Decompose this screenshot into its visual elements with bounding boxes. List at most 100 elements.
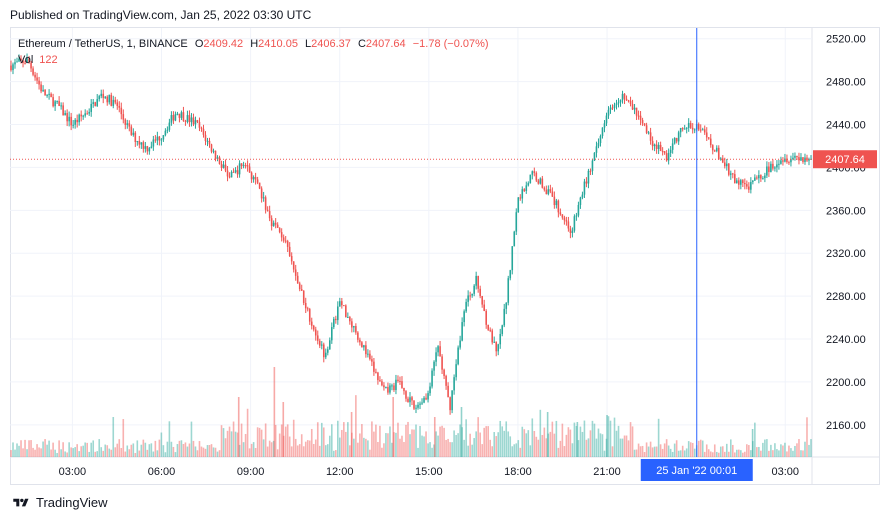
candle-body xyxy=(539,178,542,184)
candle-body xyxy=(567,221,570,229)
candle-body xyxy=(619,100,622,103)
candle-body xyxy=(102,93,105,98)
volume-bars xyxy=(10,367,812,457)
volume-bar xyxy=(571,443,574,457)
footer-brand[interactable]: TradingView xyxy=(36,495,108,510)
volume-bar xyxy=(758,446,760,457)
volume-bar xyxy=(353,438,355,457)
volume-bar xyxy=(30,440,32,457)
candle-body xyxy=(551,191,554,197)
chart-frame[interactable] xyxy=(10,27,880,485)
candle-body xyxy=(48,93,50,95)
candle-body xyxy=(601,127,604,137)
volume-bar xyxy=(140,444,143,457)
volume-bar xyxy=(615,430,618,457)
candle-body xyxy=(595,146,598,153)
volume-bar xyxy=(453,430,455,457)
candle-body xyxy=(150,146,153,149)
volume-bar xyxy=(278,433,281,457)
volume-bar xyxy=(800,450,802,457)
volume-bar xyxy=(250,443,253,457)
volume-bar xyxy=(746,444,748,457)
volume-bar xyxy=(770,444,772,457)
volume-bar xyxy=(98,439,101,457)
volume-bar xyxy=(551,421,554,457)
volume-bar xyxy=(146,449,149,457)
symbol-label[interactable]: Ethereum / TetherUS, 1, BINANCE xyxy=(18,38,188,50)
candle-body xyxy=(403,387,405,392)
candle-body xyxy=(421,402,423,404)
candle-body xyxy=(152,139,155,147)
candle-body xyxy=(591,160,594,171)
volume-bar xyxy=(18,445,20,457)
volume-bar xyxy=(206,445,209,457)
candle-body xyxy=(579,197,582,205)
volume-bar xyxy=(802,450,804,457)
candle-body xyxy=(653,144,656,147)
candle-body xyxy=(794,155,796,158)
volume-bar xyxy=(521,426,524,457)
volume-bar xyxy=(407,421,409,457)
volume-label[interactable]: Vol xyxy=(18,54,34,66)
volume-bar xyxy=(609,420,612,457)
volume-bar xyxy=(533,430,536,457)
volume-bar xyxy=(162,445,165,457)
candle-body xyxy=(736,180,738,184)
volume-bar xyxy=(10,450,12,457)
volume-bar xyxy=(429,442,431,457)
candle-body xyxy=(168,122,171,130)
volume-bar xyxy=(413,429,415,457)
volume-bar xyxy=(208,445,211,457)
volume-bar xyxy=(729,439,732,457)
candle-body xyxy=(639,115,642,121)
candle-body xyxy=(379,380,381,382)
candle-body xyxy=(461,322,463,341)
volume-bar xyxy=(24,439,26,457)
candle-body xyxy=(645,125,648,133)
candle-body xyxy=(260,188,263,199)
high-value: 2410.05 xyxy=(258,38,298,50)
volume-bar xyxy=(381,447,383,457)
volume-bar xyxy=(681,445,684,457)
candle-body xyxy=(405,391,407,399)
candle-body xyxy=(738,180,740,185)
candle-body xyxy=(134,132,137,143)
candle-body xyxy=(397,379,399,381)
candle-body xyxy=(333,318,335,328)
candle-body xyxy=(312,325,315,330)
volume-bar xyxy=(100,447,103,457)
volume-bar xyxy=(736,449,738,457)
volume-bar xyxy=(581,431,584,457)
volume-bar xyxy=(36,444,38,457)
candle-body xyxy=(734,174,736,184)
candle-body xyxy=(625,98,628,101)
volume-bar xyxy=(130,444,133,457)
price-axis: 2520.002480.002440.002400.002360.002320.… xyxy=(826,34,866,432)
candle-body xyxy=(158,136,161,141)
candle-body xyxy=(188,115,191,123)
y-tick-label: 2280.00 xyxy=(826,291,866,303)
volume-bar xyxy=(369,449,371,457)
candle-body xyxy=(286,241,289,247)
volume-bar xyxy=(310,428,313,457)
candle-body xyxy=(760,175,762,179)
x-tick-label: 09:00 xyxy=(237,466,265,478)
low-value: 2406.37 xyxy=(311,38,351,50)
candle-body xyxy=(415,407,417,409)
candle-body xyxy=(192,117,195,125)
volume-bar xyxy=(134,452,137,457)
volume-bar xyxy=(489,439,491,457)
volume-bar xyxy=(116,443,119,457)
y-tick-label: 2440.00 xyxy=(826,120,866,132)
volume-bar xyxy=(176,444,179,457)
volume-bar xyxy=(335,450,337,457)
candle-body xyxy=(162,135,165,140)
y-tick-label: 2200.00 xyxy=(826,377,866,389)
candle-body xyxy=(322,344,325,358)
candle-body xyxy=(14,62,16,65)
candle-body xyxy=(377,372,379,381)
volume-bar xyxy=(164,452,167,457)
volume-bar xyxy=(579,426,582,457)
volume-bar xyxy=(460,407,463,457)
